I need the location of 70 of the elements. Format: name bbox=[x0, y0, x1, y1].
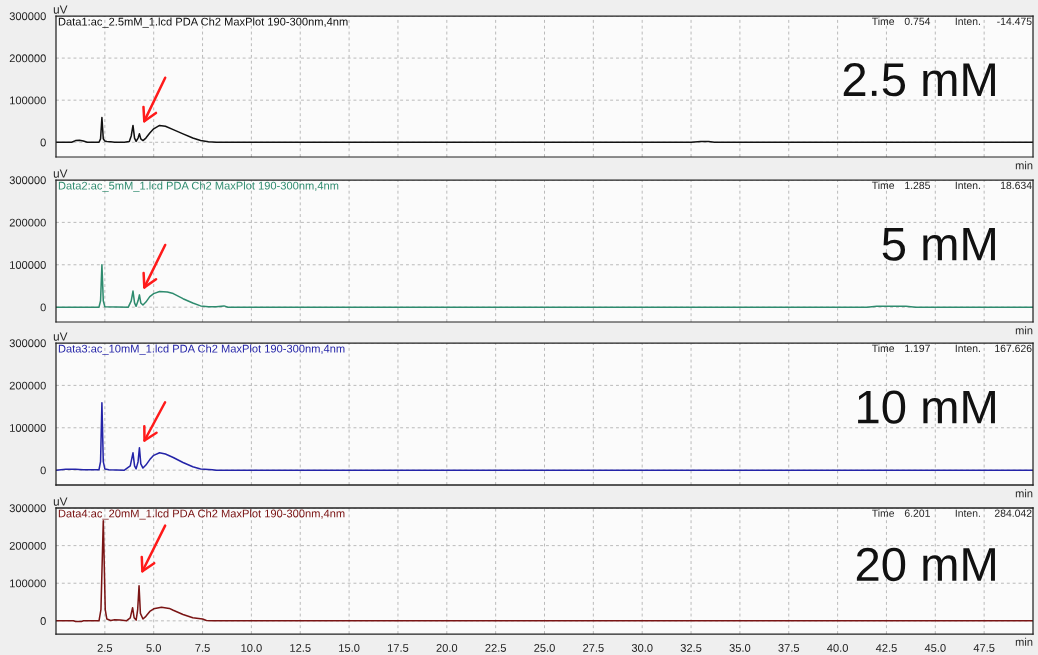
y-tick-label: 100000 bbox=[10, 424, 46, 432]
y-tick-label: 0 bbox=[40, 466, 46, 475]
annotation: 1.285 bbox=[905, 181, 930, 190]
x-tick-label: 35.0 bbox=[729, 644, 751, 652]
annotation: 18.634 bbox=[1000, 181, 1032, 190]
annotation: Inten. bbox=[955, 509, 980, 517]
x-tick-label: 17.5 bbox=[387, 644, 409, 652]
line-series bbox=[56, 264, 1033, 308]
annotation: 20 mM bbox=[856, 547, 995, 582]
annotation: Time bbox=[872, 509, 895, 517]
y-axis-title: uV bbox=[53, 332, 68, 341]
y-tick-label: 300000 bbox=[9, 339, 46, 348]
annotation: Inten. bbox=[955, 344, 980, 353]
y-tick-label: 300000 bbox=[9, 504, 46, 513]
x-axis-title: min bbox=[1015, 637, 1033, 646]
x-tick-label: 32.5 bbox=[680, 644, 702, 652]
x-tick-label: 20.0 bbox=[436, 644, 458, 652]
x-tick-label: 40.0 bbox=[827, 644, 848, 652]
y-axis-title: uV bbox=[53, 169, 68, 178]
annotation: Time bbox=[872, 344, 895, 353]
x-tick-label: 27.5 bbox=[583, 644, 604, 652]
x-tick-label: 45.0 bbox=[924, 644, 946, 652]
annotation: 10 mM bbox=[858, 390, 995, 424]
annotation: 0.754 bbox=[904, 17, 931, 26]
annotation: -14.475 bbox=[997, 17, 1032, 26]
chart-title: Data4:ac_20mM_1.lcd PDA Ch2 MaxPlot 190-300nm,4nm bbox=[58, 509, 345, 520]
annotation: 6.201 bbox=[904, 509, 930, 517]
chart-title: Data2:ac_5mM_1.lcd PDA Ch2 MaxPlot 190-300nm,4nm bbox=[58, 181, 339, 192]
annotation: 2.5 mM bbox=[843, 62, 995, 97]
annotation: Inten. bbox=[955, 17, 980, 26]
y-tick-label: 300000 bbox=[9, 12, 46, 21]
x-axis-title: min bbox=[1015, 161, 1033, 170]
x-tick-label: 12.5 bbox=[290, 644, 311, 652]
x-tick-label: 30.0 bbox=[631, 644, 653, 652]
annotation: 284.042 bbox=[994, 509, 1032, 517]
x-tick-label: 25.0 bbox=[534, 644, 555, 652]
y-tick-label: 0 bbox=[40, 138, 46, 147]
y-tick-label: 200000 bbox=[9, 54, 46, 63]
y-axis-title: uV bbox=[53, 497, 68, 506]
x-axis-title: min bbox=[1015, 489, 1033, 498]
y-tick-label: 0 bbox=[40, 303, 46, 312]
y-tick-label: 100000 bbox=[10, 579, 46, 588]
x-tick-label: 22.5 bbox=[485, 644, 506, 652]
x-tick-label: 15.0 bbox=[339, 644, 360, 652]
chart-title: Data3:ac_10mM_1.lcd PDA Ch2 MaxPlot 190-300nm,4nm bbox=[58, 344, 345, 355]
x-tick-label: 5.0 bbox=[146, 644, 161, 652]
y-tick-label: 200000 bbox=[9, 381, 46, 390]
annotation: 167.626 bbox=[995, 344, 1032, 353]
y-tick-label: 200000 bbox=[9, 218, 46, 227]
annotation: 1.197 bbox=[905, 344, 930, 353]
y-tick-label: 100000 bbox=[10, 261, 46, 269]
y-axis-title: uV bbox=[53, 5, 68, 14]
annotation: Inten. bbox=[955, 181, 980, 190]
y-tick-label: 200000 bbox=[9, 541, 46, 550]
y-tick-label: 0 bbox=[40, 617, 46, 625]
annotation: Time bbox=[872, 17, 895, 26]
x-axis-title: min bbox=[1015, 326, 1033, 335]
y-tick-label: 300000 bbox=[9, 176, 46, 185]
x-tick-label: 2.5 bbox=[97, 644, 113, 652]
x-tick-label: 10.0 bbox=[241, 644, 262, 652]
x-tick-label: 42.5 bbox=[875, 644, 897, 652]
x-tick-label: 47.5 bbox=[973, 644, 995, 652]
annotation: Time bbox=[872, 181, 895, 190]
x-tick-label: 37.5 bbox=[778, 644, 800, 652]
line-series bbox=[56, 520, 1033, 623]
line-series bbox=[56, 116, 1033, 144]
annotation: 5 mM bbox=[882, 227, 995, 261]
y-tick-label: 100000 bbox=[10, 96, 46, 105]
x-tick-label: 7.5 bbox=[195, 644, 210, 652]
chart-title: Data1:ac_2.5mM_1.lcd PDA Ch2 MaxPlot 190-300nm,4nm bbox=[58, 17, 348, 28]
